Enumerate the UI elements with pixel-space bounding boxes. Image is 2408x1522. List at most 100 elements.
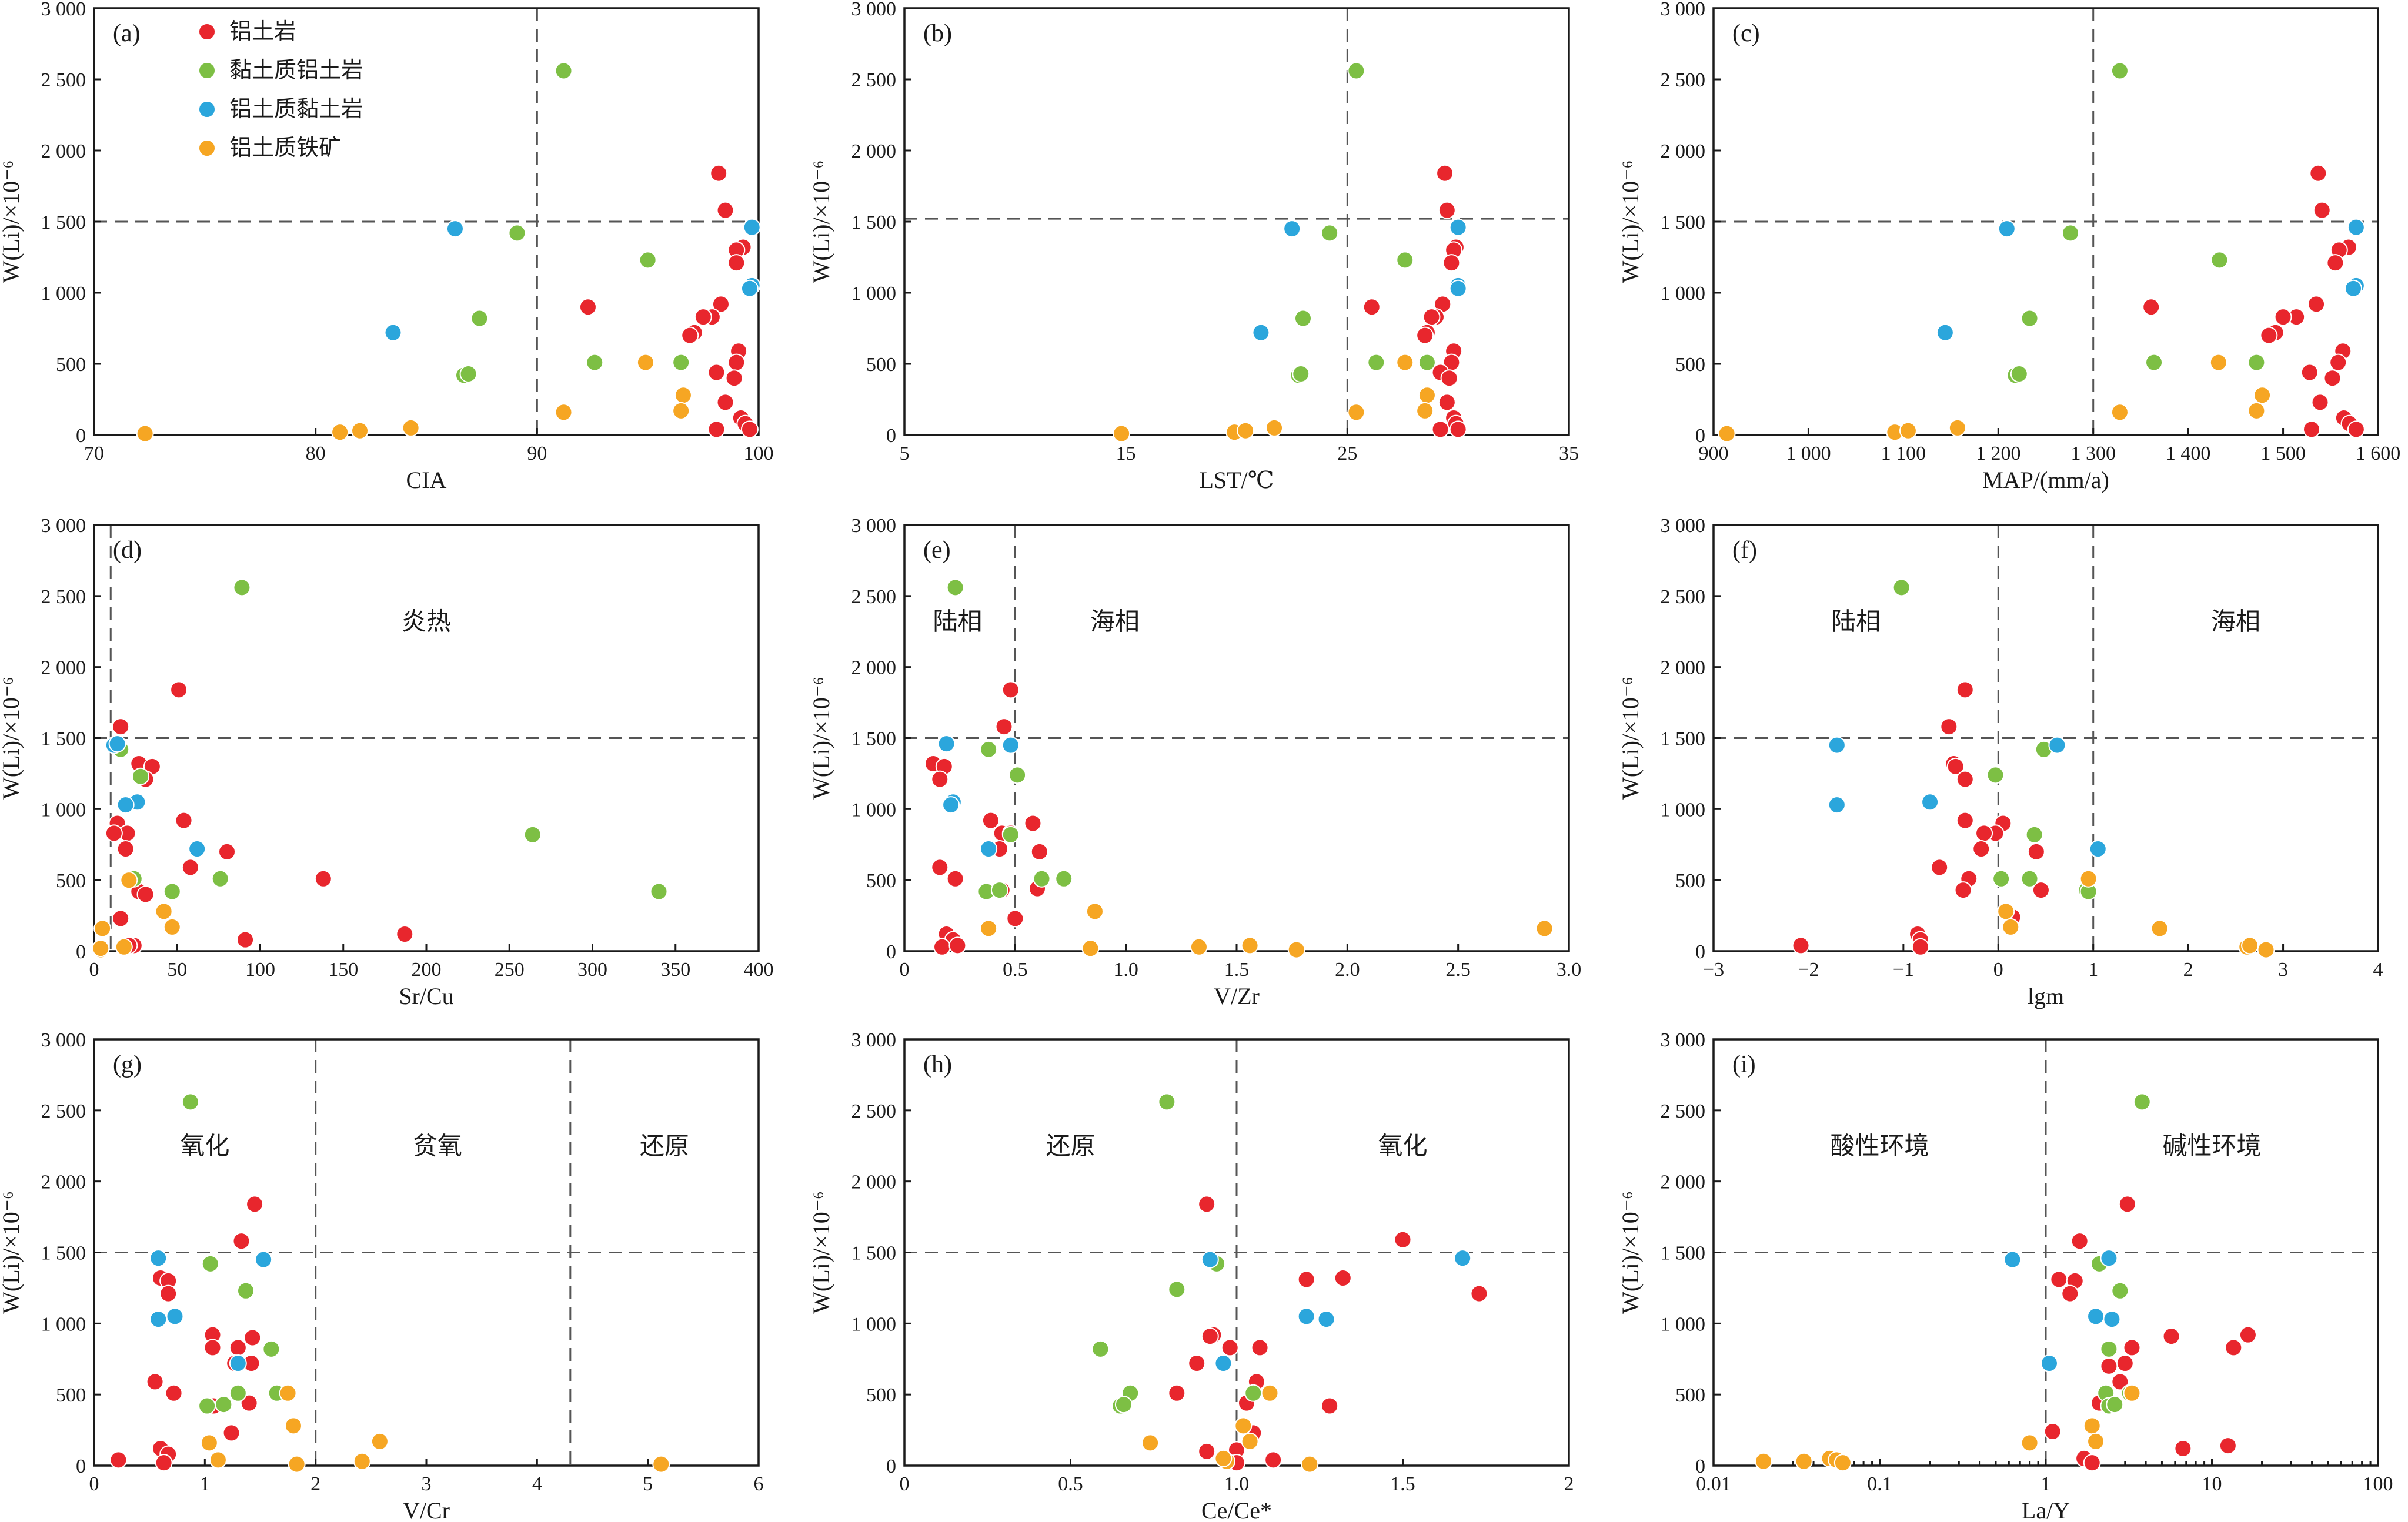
data-point xyxy=(105,824,123,842)
data-point xyxy=(681,326,699,344)
x-tick-label: 0 xyxy=(900,1473,910,1495)
data-point xyxy=(201,1255,219,1273)
y-axis-label: W(Li)/×10⁻⁶ xyxy=(0,1191,24,1314)
data-point xyxy=(159,1284,178,1303)
data-point xyxy=(1201,1327,1219,1346)
data-point xyxy=(1008,766,1027,784)
data-point xyxy=(2303,420,2320,439)
series-2 xyxy=(384,218,761,342)
y-axis-label: W(Li)/×10⁻⁶ xyxy=(1617,160,1644,283)
panel-label: (g) xyxy=(113,1051,142,1078)
panel-label: (b) xyxy=(923,20,952,47)
x-tick-label: 35 xyxy=(1559,443,1579,464)
data-point xyxy=(712,295,730,313)
series-2 xyxy=(1828,736,2107,858)
data-point xyxy=(1114,1396,1133,1414)
data-point xyxy=(2225,1339,2243,1357)
y-tick-label: 3 000 xyxy=(851,1029,897,1051)
region-label: 碱性环境 xyxy=(2162,1131,2261,1160)
y-tick-label: 1 000 xyxy=(41,1313,86,1335)
y-tick-label: 1 500 xyxy=(1661,728,1706,750)
data-point xyxy=(1113,424,1131,443)
data-point xyxy=(2002,918,2020,936)
data-point xyxy=(1940,718,1958,736)
panel-label: (d) xyxy=(113,537,142,564)
data-point xyxy=(146,1373,164,1391)
data-point xyxy=(1416,402,1434,420)
data-point xyxy=(694,308,712,326)
y-tick-label: 2 500 xyxy=(1661,586,1706,608)
y-tick-label: 0 xyxy=(1695,425,1705,447)
data-point xyxy=(2133,1093,2151,1111)
data-point xyxy=(2025,825,2043,844)
data-point xyxy=(1317,1310,1335,1329)
data-point xyxy=(2307,295,2326,313)
x-tick-label: 100 xyxy=(245,959,275,981)
data-point xyxy=(2032,881,2050,899)
x-tick-label: 1 300 xyxy=(2070,443,2116,464)
data-point xyxy=(1030,842,1048,861)
data-point xyxy=(384,323,402,342)
data-point xyxy=(1001,825,1020,844)
series-0 xyxy=(1362,164,1467,439)
series-3 xyxy=(200,1384,670,1473)
data-point xyxy=(2260,326,2278,344)
series-3 xyxy=(1113,353,1436,443)
data-point xyxy=(2040,1354,2058,1372)
data-point xyxy=(2323,369,2342,387)
x-tick-label: 1.5 xyxy=(1390,1473,1415,1495)
data-point xyxy=(446,220,464,238)
data-point xyxy=(1158,1093,1176,1111)
y-tick-label: 500 xyxy=(866,354,896,376)
y-tick-label: 1 000 xyxy=(851,799,897,821)
y-tick-label: 1 500 xyxy=(851,1243,897,1265)
y-tick-label: 3 000 xyxy=(851,0,897,20)
data-point xyxy=(636,353,654,372)
data-point xyxy=(1265,419,1284,437)
data-point xyxy=(2210,251,2229,269)
series-0 xyxy=(1168,1195,1488,1472)
data-point xyxy=(1141,1434,1160,1452)
data-point xyxy=(2300,363,2319,382)
y-tick-label: 1 000 xyxy=(1661,283,1706,305)
x-tick-label: 6 xyxy=(754,1473,764,1495)
y-tick-label: 1 500 xyxy=(41,212,86,233)
data-point xyxy=(2162,1327,2180,1346)
y-tick-label: 500 xyxy=(56,870,86,892)
data-point xyxy=(2083,1454,2101,1472)
region-label: 还原 xyxy=(640,1131,689,1160)
data-point xyxy=(650,882,668,901)
data-point xyxy=(1956,770,1974,788)
data-point xyxy=(243,1329,262,1347)
x-tick-label: 250 xyxy=(495,959,525,981)
legend-marker xyxy=(198,62,216,79)
y-axis-label: W(Li)/×10⁻⁶ xyxy=(0,677,24,800)
data-point xyxy=(1956,811,1974,829)
y-tick-label: 1 000 xyxy=(41,283,86,305)
data-point xyxy=(155,1454,173,1472)
y-tick-label: 2 000 xyxy=(41,141,86,162)
data-point xyxy=(262,1340,280,1358)
panel-label: (f) xyxy=(1732,537,1757,564)
data-point xyxy=(674,386,692,404)
x-tick-label: 25 xyxy=(1337,443,1357,464)
data-point xyxy=(1931,858,1949,877)
data-point xyxy=(672,402,690,420)
data-point xyxy=(1954,881,1972,899)
y-tick-label: 0 xyxy=(1695,1456,1705,1477)
data-point xyxy=(1241,936,1259,955)
data-point xyxy=(707,420,726,439)
data-point xyxy=(937,735,956,753)
y-tick-label: 2 500 xyxy=(41,586,86,608)
data-point xyxy=(555,403,573,422)
data-point xyxy=(1956,681,1974,699)
x-tick-label: 0.01 xyxy=(1696,1473,1731,1495)
data-point xyxy=(112,718,130,736)
data-point xyxy=(1396,353,1414,372)
data-point xyxy=(1992,869,2010,888)
x-axis-label: V/Zr xyxy=(1214,983,1260,1009)
series-0 xyxy=(579,164,759,439)
legend-entry: 铝土岩 xyxy=(229,18,296,44)
x-tick-label: 400 xyxy=(744,959,774,981)
